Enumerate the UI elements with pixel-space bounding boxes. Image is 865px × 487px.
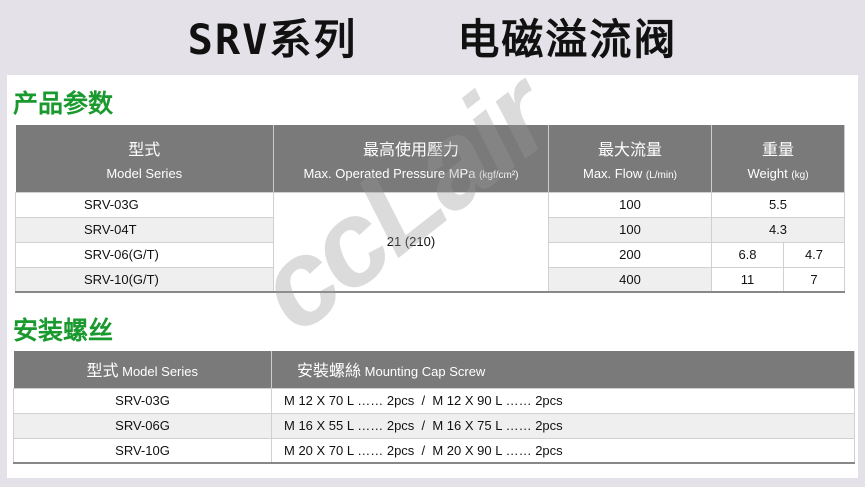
model-cell: SRV-06G bbox=[13, 412, 272, 439]
spec-heading: 产品参数 bbox=[13, 89, 114, 118]
header-pressure: 最高使用壓力 Max. Operated Pressure MPa (kgf/cm… bbox=[273, 125, 549, 192]
weight-cell: 5.5 bbox=[711, 191, 845, 218]
header-screw: 安裝螺絲 Mounting Cap Screw bbox=[271, 351, 855, 388]
weight-cell-g: 11 bbox=[711, 266, 784, 293]
screws-heading: 安装螺丝 bbox=[13, 316, 114, 345]
screws-table: 型式 Model Series 安裝螺絲 Mounting Cap Screw … bbox=[13, 351, 855, 464]
header-model: 型式 Model Series bbox=[15, 125, 274, 192]
model-cell: SRV-06(G/T) bbox=[15, 241, 274, 268]
model-cell: SRV-10G bbox=[13, 437, 272, 464]
screw-cell: M 20 X 70 L …… 2pcs / M 20 X 90 L …… 2pc… bbox=[271, 437, 855, 464]
weight-cell-t: 7 bbox=[783, 266, 845, 293]
table-row: SRV-10G M 20 X 70 L …… 2pcs / M 20 X 90 … bbox=[13, 437, 855, 464]
model-cell: SRV-03G bbox=[13, 387, 272, 414]
model-cell: SRV-03G bbox=[15, 191, 274, 218]
table-row: SRV-03G M 12 X 70 L …… 2pcs / M 12 X 90 … bbox=[13, 387, 855, 414]
table-row: SRV-04T 100 4.3 bbox=[15, 216, 845, 243]
table-row: SRV-06(G/T) 200 6.8 4.7 bbox=[15, 241, 845, 268]
screw-cell: M 16 X 55 L …… 2pcs / M 16 X 75 L …… 2pc… bbox=[271, 412, 855, 439]
weight-cell: 4.3 bbox=[711, 216, 845, 243]
spec-table: 型式 Model Series 最高使用壓力 Max. Operated Press… bbox=[15, 125, 845, 293]
header-flow: 最大流量 Max. Flow (L/min) bbox=[548, 125, 712, 192]
spec-header-row: 型式 Model Series 最高使用壓力 Max. Operated Press… bbox=[15, 125, 845, 192]
title-series: SRV系列 bbox=[187, 15, 358, 64]
weight-cell-t: 4.7 bbox=[783, 241, 845, 268]
title-product: 电磁溢流阀 bbox=[457, 15, 678, 64]
table-row: SRV-10(G/T) 400 11 7 bbox=[15, 266, 845, 293]
pressure-cell: 21 (210) bbox=[273, 191, 549, 293]
flow-cell: 400 bbox=[548, 266, 712, 293]
model-cell: SRV-04T bbox=[15, 216, 274, 243]
table-row: SRV-06G M 16 X 55 L …… 2pcs / M 16 X 75 … bbox=[13, 412, 855, 439]
model-cell: SRV-10(G/T) bbox=[15, 266, 274, 293]
screws-header-row: 型式 Model Series 安裝螺絲 Mounting Cap Screw bbox=[13, 351, 855, 388]
header-weight: 重量 Weight (kg) bbox=[711, 125, 845, 192]
page-title: SRV系列 电磁溢流阀 bbox=[0, 8, 865, 72]
screw-cell: M 12 X 70 L …… 2pcs / M 12 X 90 L …… 2pc… bbox=[271, 387, 855, 414]
flow-cell: 100 bbox=[548, 191, 712, 218]
flow-cell: 200 bbox=[548, 241, 712, 268]
flow-cell: 100 bbox=[548, 216, 712, 243]
weight-cell-g: 6.8 bbox=[711, 241, 784, 268]
table-row: SRV-03G 21 (210) 100 5.5 bbox=[15, 191, 845, 293]
header-model: 型式 Model Series bbox=[13, 351, 272, 388]
